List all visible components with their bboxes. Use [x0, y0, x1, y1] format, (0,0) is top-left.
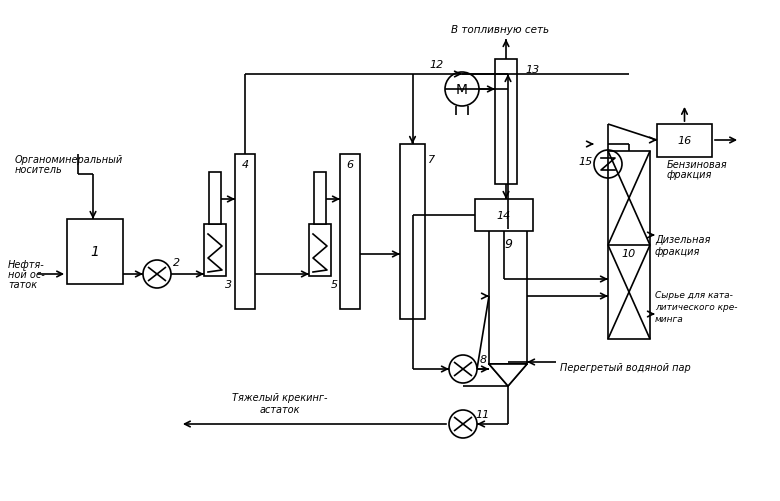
- Bar: [340, 155, 360, 310]
- Text: 16: 16: [677, 136, 692, 146]
- Text: 2: 2: [173, 258, 180, 268]
- Text: 6: 6: [346, 160, 353, 170]
- Text: 14: 14: [497, 210, 511, 220]
- Bar: [209, 173, 221, 224]
- Text: 8: 8: [480, 354, 487, 364]
- Text: Сырье для ката-: Сырье для ката-: [655, 290, 733, 299]
- Text: 15: 15: [579, 157, 593, 167]
- Bar: [400, 145, 425, 319]
- Text: Дизельная: Дизельная: [655, 234, 711, 244]
- Bar: [608, 152, 650, 339]
- Text: 5: 5: [331, 280, 338, 290]
- Text: 1: 1: [90, 245, 99, 259]
- Text: 13: 13: [525, 65, 539, 75]
- Bar: [489, 229, 527, 364]
- Text: фракция: фракция: [655, 246, 700, 257]
- Text: 4: 4: [242, 160, 249, 170]
- Text: Органоминеральный: Органоминеральный: [15, 155, 123, 165]
- Bar: [314, 173, 326, 224]
- Text: M: M: [456, 83, 468, 97]
- Text: 10: 10: [622, 248, 636, 259]
- Text: фракция: фракция: [667, 170, 712, 180]
- Text: 12: 12: [430, 60, 444, 70]
- Bar: [204, 224, 226, 277]
- Text: носитель: носитель: [15, 165, 62, 175]
- Text: астаток: астаток: [260, 404, 300, 414]
- Polygon shape: [489, 364, 527, 386]
- Text: В топливную сеть: В топливную сеть: [451, 25, 549, 35]
- Bar: [475, 199, 533, 231]
- Text: Тяжелый крекинг-: Тяжелый крекинг-: [232, 392, 328, 402]
- Bar: [67, 219, 123, 285]
- Text: ной ос-: ной ос-: [8, 270, 44, 280]
- Text: 11: 11: [476, 409, 490, 419]
- Text: Перегретый водяной пар: Перегретый водяной пар: [560, 362, 691, 372]
- Text: 3: 3: [225, 280, 232, 290]
- Text: 9: 9: [504, 238, 512, 251]
- Bar: [495, 60, 517, 185]
- Text: таток: таток: [8, 280, 37, 290]
- Bar: [657, 125, 712, 158]
- Text: литического кре-: литического кре-: [655, 302, 738, 311]
- Text: Нефтя-: Нефтя-: [8, 260, 44, 270]
- Text: минга: минга: [655, 314, 684, 323]
- Text: Бензиновая: Бензиновая: [667, 160, 728, 170]
- Text: 7: 7: [428, 155, 435, 165]
- Bar: [235, 155, 255, 310]
- Bar: [309, 224, 331, 277]
